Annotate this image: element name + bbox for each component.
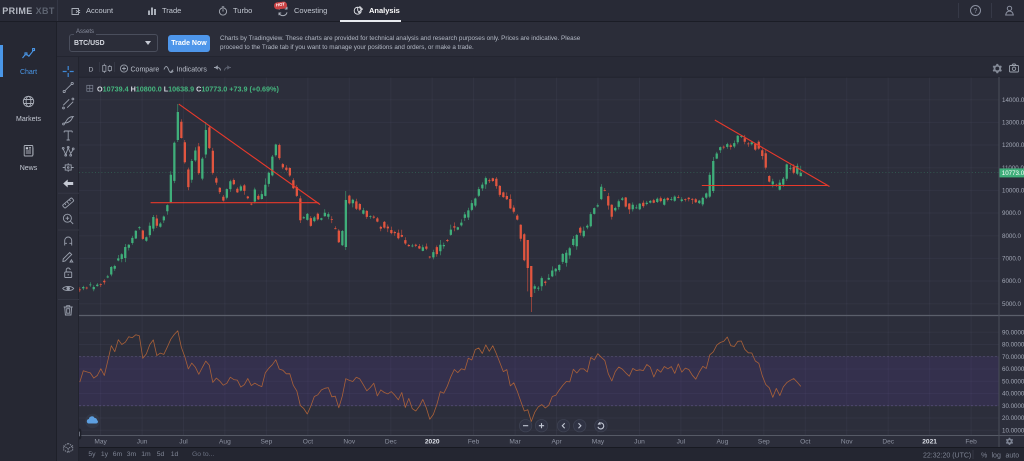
svg-text:90.0000: 90.0000 <box>1002 329 1024 336</box>
svg-text:10.0000: 10.0000 <box>1002 428 1024 435</box>
svg-text:10773.0: 10773.0 <box>1002 170 1024 177</box>
svg-text:Oct: Oct <box>303 439 313 446</box>
svg-text:60.0000: 60.0000 <box>1002 366 1024 373</box>
svg-text:Feb: Feb <box>468 439 480 446</box>
svg-text:Sep: Sep <box>261 439 273 446</box>
svg-text:O10739.4 H10800.0 L10638.9 C10: O10739.4 H10800.0 L10638.9 C10773.0 +73.… <box>97 84 279 93</box>
svg-text:14000.0: 14000.0 <box>1002 97 1024 104</box>
svg-text:Nov: Nov <box>841 439 853 446</box>
svg-text:Oct: Oct <box>800 439 810 446</box>
svg-text:May: May <box>94 439 107 446</box>
svg-text:6m: 6m <box>113 451 123 458</box>
svg-text:Dec: Dec <box>882 439 894 446</box>
svg-text:Indicators: Indicators <box>177 66 208 73</box>
svg-text:12000.0: 12000.0 <box>1002 142 1024 149</box>
svg-text:10000.0: 10000.0 <box>1002 188 1024 195</box>
svg-text:40.0000: 40.0000 <box>1002 391 1024 398</box>
svg-text:May: May <box>592 439 605 446</box>
svg-text:Compare: Compare <box>131 66 160 73</box>
svg-text:Aug: Aug <box>717 439 729 446</box>
svg-text:auto: auto <box>1006 452 1020 459</box>
svg-text:2021: 2021 <box>922 439 937 446</box>
svg-text:Jul: Jul <box>677 439 686 446</box>
svg-text:20.0000: 20.0000 <box>1002 415 1024 422</box>
svg-text:1d: 1d <box>171 451 179 458</box>
svg-text:5d: 5d <box>157 451 165 458</box>
svg-text:Jun: Jun <box>137 439 148 446</box>
svg-text:50.0000: 50.0000 <box>1002 378 1024 385</box>
svg-text:1m: 1m <box>141 451 151 458</box>
svg-text:Aug: Aug <box>219 439 231 446</box>
svg-text:Mar: Mar <box>509 439 521 446</box>
svg-text:%: % <box>981 452 987 459</box>
svg-text:8000.0: 8000.0 <box>1002 233 1021 240</box>
svg-text:70.0000: 70.0000 <box>1002 354 1024 361</box>
svg-text:1y: 1y <box>101 451 109 458</box>
svg-text:9000.0: 9000.0 <box>1002 210 1021 217</box>
svg-text:5y: 5y <box>88 451 96 458</box>
svg-text:Apr: Apr <box>551 439 562 446</box>
svg-text:13000.0: 13000.0 <box>1002 120 1024 127</box>
svg-text:Feb: Feb <box>965 439 977 446</box>
svg-text:5000.0: 5000.0 <box>1002 301 1021 308</box>
svg-text:Dec: Dec <box>385 439 397 446</box>
svg-text:Jun: Jun <box>634 439 645 446</box>
svg-text:D: D <box>89 66 94 73</box>
svg-text:22:32:20 (UTC): 22:32:20 (UTC) <box>923 452 971 459</box>
svg-text:2020: 2020 <box>425 439 440 446</box>
svg-text:log: log <box>992 452 1001 459</box>
svg-text:7000.0: 7000.0 <box>1002 256 1021 263</box>
svg-text:6000.0: 6000.0 <box>1002 278 1021 285</box>
svg-text:30.0000: 30.0000 <box>1002 403 1024 410</box>
svg-text:Go to...: Go to... <box>192 451 214 458</box>
svg-text:Sep: Sep <box>758 439 770 446</box>
svg-text:80.0000: 80.0000 <box>1002 342 1024 349</box>
svg-text:?: ? <box>974 8 978 15</box>
svg-text:Nov: Nov <box>343 439 355 446</box>
svg-text:3m: 3m <box>127 451 137 458</box>
svg-text:Jul: Jul <box>179 439 188 446</box>
